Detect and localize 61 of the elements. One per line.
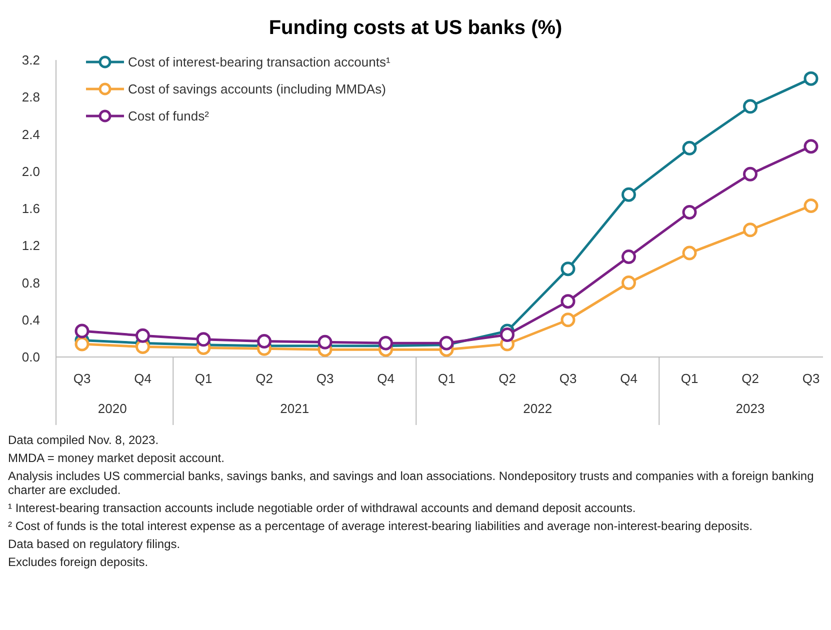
x-tick-label: Q4 xyxy=(134,371,152,386)
y-tick-label: 0.0 xyxy=(22,350,40,365)
x-tick-label: Q1 xyxy=(194,371,212,386)
text: Excludes foreign deposits. xyxy=(8,555,150,569)
point xyxy=(743,166,758,182)
y-tick-label: 2.0 xyxy=(22,164,40,179)
chart-title: Funding costs at US banks (%) xyxy=(268,17,562,39)
text: 2023 xyxy=(736,401,765,416)
y-tick-label: 0.8 xyxy=(22,275,40,290)
point xyxy=(682,246,697,260)
legend-label: Cost of savings accounts (including MMDAs) xyxy=(128,82,386,97)
point xyxy=(196,332,211,347)
x-tick-label: Q1 xyxy=(438,371,456,386)
text: Data based on regulatory filings. xyxy=(8,537,182,551)
point xyxy=(136,340,150,354)
y-tick-label: 0.4 xyxy=(22,312,40,328)
point xyxy=(622,276,636,290)
legend-label: Cost of funds² xyxy=(128,108,210,124)
x-tick-label: Q2 xyxy=(742,371,759,386)
point xyxy=(378,336,393,350)
point xyxy=(318,334,332,350)
text: Data compiled Nov. 8, 2023. xyxy=(8,433,160,447)
point xyxy=(804,198,818,213)
x-tick-label: Q1 xyxy=(680,371,698,386)
x-tick-label: Q3 xyxy=(73,371,91,386)
point xyxy=(743,222,758,238)
x-tick-label: Q3 xyxy=(559,371,577,386)
point xyxy=(74,336,90,352)
point xyxy=(560,294,576,309)
point xyxy=(500,327,514,342)
point xyxy=(257,334,272,348)
point xyxy=(622,187,636,202)
x-tick-label: Q3 xyxy=(316,371,334,386)
x-tick-label: Q3 xyxy=(802,371,820,386)
text: Analysis includes US commercial banks, savings banks, and savings and loan associations. Nondepository trusts and companies with a foreign banking charter are excluded. xyxy=(8,469,815,497)
point xyxy=(560,262,576,276)
text: 2021 xyxy=(280,401,310,416)
y-tick-label: 1.6 xyxy=(22,201,40,216)
point xyxy=(804,139,818,154)
y-tick-label: 2.8 xyxy=(22,90,40,105)
point xyxy=(682,140,697,156)
x-tick-label: Q4 xyxy=(620,371,638,386)
point xyxy=(743,99,758,114)
text: MMDA = money market deposit account. xyxy=(8,451,226,465)
point xyxy=(74,324,90,338)
y-tick-label: 2.4 xyxy=(22,126,40,142)
text: 2020 xyxy=(98,401,127,416)
y-tick-label: 1.2 xyxy=(22,238,40,254)
x-tick-label: Q4 xyxy=(377,371,394,386)
legend-label: Cost of interest-bearing transaction accounts¹ xyxy=(128,54,391,70)
text: ² Cost of funds is the total interest expense as a percentage of average interest-bearing liabilities and average non-interest-bearing deposits. xyxy=(8,519,754,533)
x-tick-label: Q2 xyxy=(498,371,516,386)
point xyxy=(804,71,818,86)
point xyxy=(560,312,576,328)
x-tick-label: Q2 xyxy=(256,371,273,386)
point xyxy=(622,250,636,264)
y-tick-label: 3.2 xyxy=(22,52,40,68)
point xyxy=(136,328,150,343)
point xyxy=(682,204,697,220)
text: 2022 xyxy=(523,401,552,416)
text: ¹ Interest-bearing transaction accounts include negotiable order of withdrawal accounts and demand deposit accounts. xyxy=(8,501,637,515)
